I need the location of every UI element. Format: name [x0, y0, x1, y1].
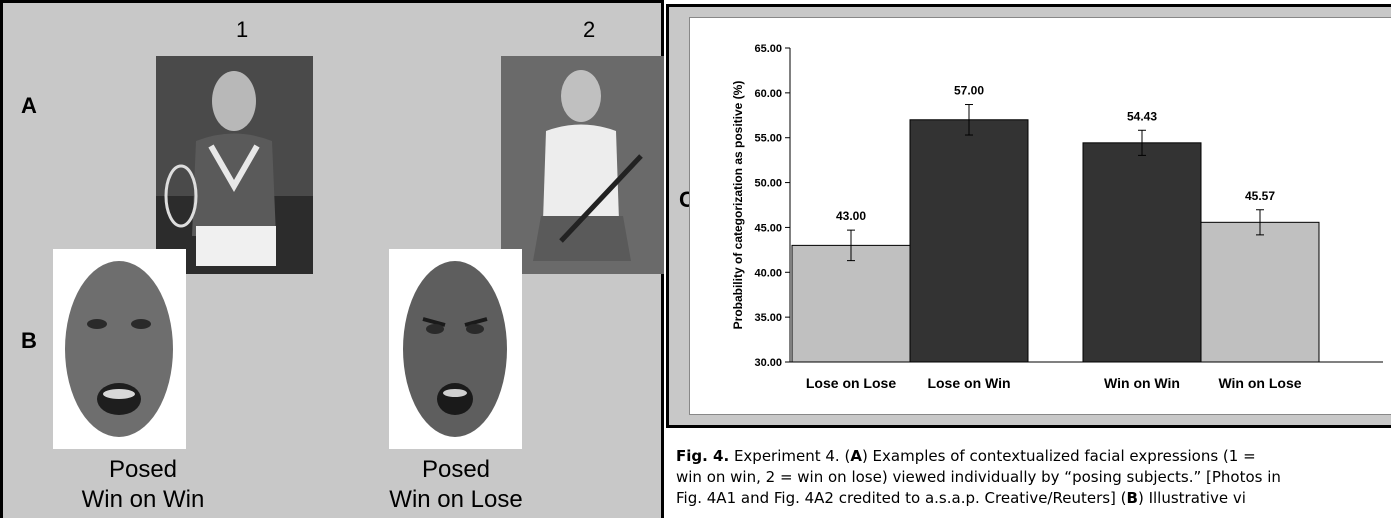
caption-line3-a: Fig. 4A1 and Fig. 4A2 credited to a.s.a.… — [676, 489, 1127, 507]
face-b2-caption-line1: Posed — [421, 456, 491, 483]
column-number-2: 2 — [583, 17, 596, 42]
caption-line1-c: ) Examples of contextualized facial expr… — [861, 447, 1256, 465]
caption-fig-label: Fig. 4. — [676, 447, 730, 465]
data-label: 45.57 — [1245, 189, 1275, 203]
x-tick-label: Lose on Win — [927, 375, 1010, 391]
photo-a1-graphic — [156, 56, 313, 274]
data-label: 54.43 — [1127, 109, 1157, 123]
caption-line1-a: Experiment 4. ( — [729, 447, 851, 465]
photo-a2-graphic — [501, 56, 664, 274]
caption-panel-b-ref: B — [1126, 489, 1138, 507]
caption-line-3: Fig. 4A1 and Fig. 4A2 credited to a.s.a.… — [676, 488, 1391, 509]
bar-3 — [1200, 221, 1320, 363]
x-tick-label: Lose on Lose — [806, 375, 896, 391]
y-tick-label: 60.00 — [754, 88, 782, 100]
y-tick-label: 50.00 — [754, 178, 782, 190]
face-b1-caption: Posed Win on Win — [43, 455, 243, 515]
bar-0 — [791, 244, 911, 363]
caption-line3-c: ) Illustrative vi — [1137, 489, 1246, 507]
y-tick-label: 45.00 — [754, 222, 782, 234]
face-b1-graphic — [65, 261, 173, 437]
y-axis-label: Probability of categorization as positiv… — [731, 81, 745, 330]
data-label: 57.00 — [954, 84, 984, 98]
face-b1-caption-line2: Win on Win — [81, 486, 205, 513]
y-tick-label: 30.00 — [754, 357, 782, 369]
row-label-a: A — [21, 93, 37, 118]
face-b1 — [53, 249, 186, 449]
panel-c: C 30.00 35.00 40.00 45.00 50.00 55.00 60.00 65.… — [666, 4, 1391, 428]
x-tick-label: Win on Lose — [1218, 375, 1301, 391]
x-tick-label: Win on Win — [1104, 375, 1180, 391]
y-tick-label: 40.00 — [754, 267, 782, 279]
panel-ab: 1 2 A B — [0, 0, 664, 518]
bar-2 — [1082, 142, 1202, 363]
face-b2 — [389, 249, 522, 449]
data-label: 43.00 — [836, 209, 866, 223]
caption-line-1: Fig. 4. Experiment 4. (A) Examples of co… — [676, 446, 1391, 467]
bar-chart: 30.00 35.00 40.00 45.00 50.00 55.00 60.00 65.00… — [731, 43, 1383, 391]
face-b1-caption-line1: Posed — [108, 456, 178, 483]
row-label-b: B — [21, 328, 37, 353]
column-number-1: 1 — [236, 17, 249, 42]
face-b2-caption: Posed Win on Lose — [356, 455, 556, 515]
caption-line-2: win on win, 2 = win on lose) viewed indi… — [676, 468, 1281, 486]
face-b2-graphic — [403, 261, 507, 437]
y-tick-label: 55.00 — [754, 133, 782, 145]
figure-caption: Fig. 4. Experiment 4. (A) Examples of co… — [676, 446, 1391, 518]
face-b2-caption-line2: Win on Lose — [389, 486, 523, 513]
y-tick-label: 65.00 — [754, 43, 782, 55]
photo-a1 — [156, 56, 313, 274]
bar-1 — [909, 119, 1029, 363]
caption-panel-a-ref: A — [850, 447, 862, 465]
y-tick-label: 35.00 — [754, 312, 782, 324]
chart-area: 30.00 35.00 40.00 45.00 50.00 55.00 60.00 65.00… — [689, 17, 1391, 415]
photo-a2 — [501, 56, 664, 274]
